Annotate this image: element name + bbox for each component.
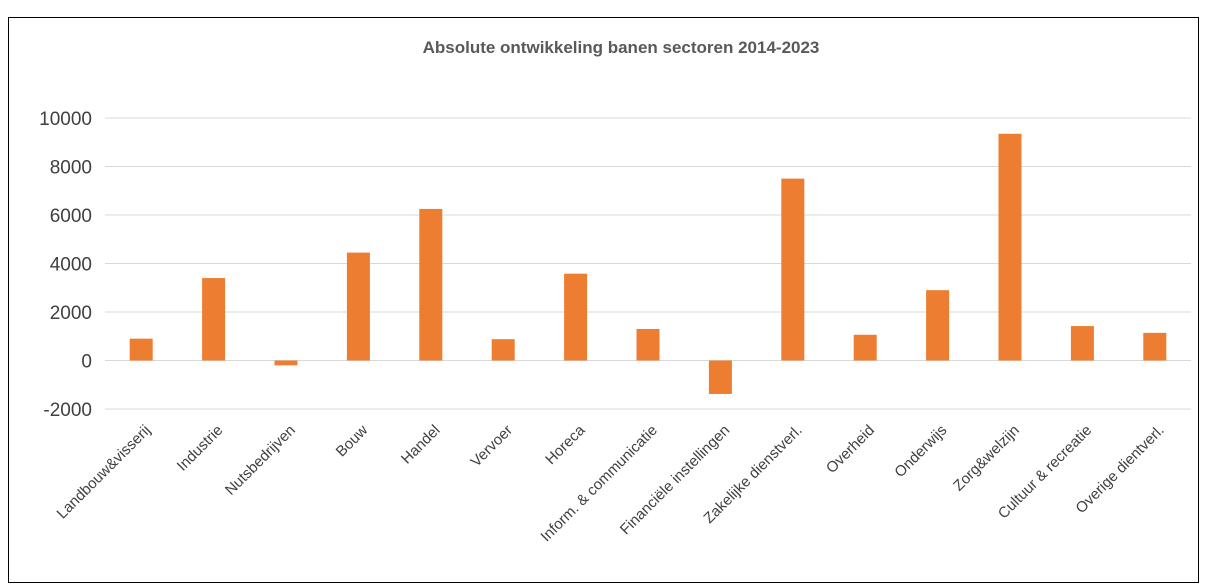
bar	[346, 252, 370, 361]
bar	[853, 334, 877, 361]
y-tick-label: -2000	[43, 400, 92, 421]
x-category-label: Overheid	[823, 422, 878, 477]
bar	[491, 339, 515, 361]
bars	[129, 133, 1167, 394]
y-tick-label: 10000	[39, 109, 92, 130]
bar	[419, 208, 443, 361]
x-category-label: Vervoer	[467, 422, 516, 471]
bar-chart: Absolute ontwikkeling banen sectoren 201…	[39, 38, 1191, 545]
bar	[1070, 326, 1094, 361]
x-category-label: Bouw	[333, 422, 372, 461]
x-category-label: Handel	[398, 422, 444, 468]
bar	[636, 328, 660, 361]
y-tick-label: 4000	[50, 255, 92, 276]
x-category-label: Industrie	[174, 422, 227, 475]
y-axis-ticks: 10000 8000 6000 4000 2000 0 -2000	[39, 109, 92, 421]
x-category-label: Inform. & communicatie	[537, 422, 660, 545]
bar	[998, 133, 1022, 361]
x-category-label: Onderwijs	[891, 422, 950, 481]
x-category-label: Nutsbedrijven	[222, 422, 299, 499]
bar	[781, 178, 805, 361]
y-tick-label: 6000	[50, 206, 92, 227]
y-tick-label: 8000	[50, 158, 92, 179]
y-tick-label: 0	[81, 352, 92, 373]
bar	[708, 360, 732, 394]
chart-title: Absolute ontwikkeling banen sectoren 201…	[423, 38, 820, 57]
bar	[274, 360, 298, 366]
bar	[202, 278, 226, 361]
x-category-label: Zorg&welzijn	[950, 422, 1023, 495]
gridlines	[105, 117, 1191, 410]
bar	[564, 273, 588, 361]
bar	[1143, 332, 1167, 361]
x-category-label: Horeca	[542, 421, 589, 468]
x-category-label: Landbouw&visserij	[54, 422, 154, 522]
bar	[926, 290, 950, 361]
y-tick-label: 2000	[50, 303, 92, 324]
bar	[129, 338, 153, 361]
chart-frame: Absolute ontwikkeling banen sectoren 201…	[8, 17, 1199, 583]
